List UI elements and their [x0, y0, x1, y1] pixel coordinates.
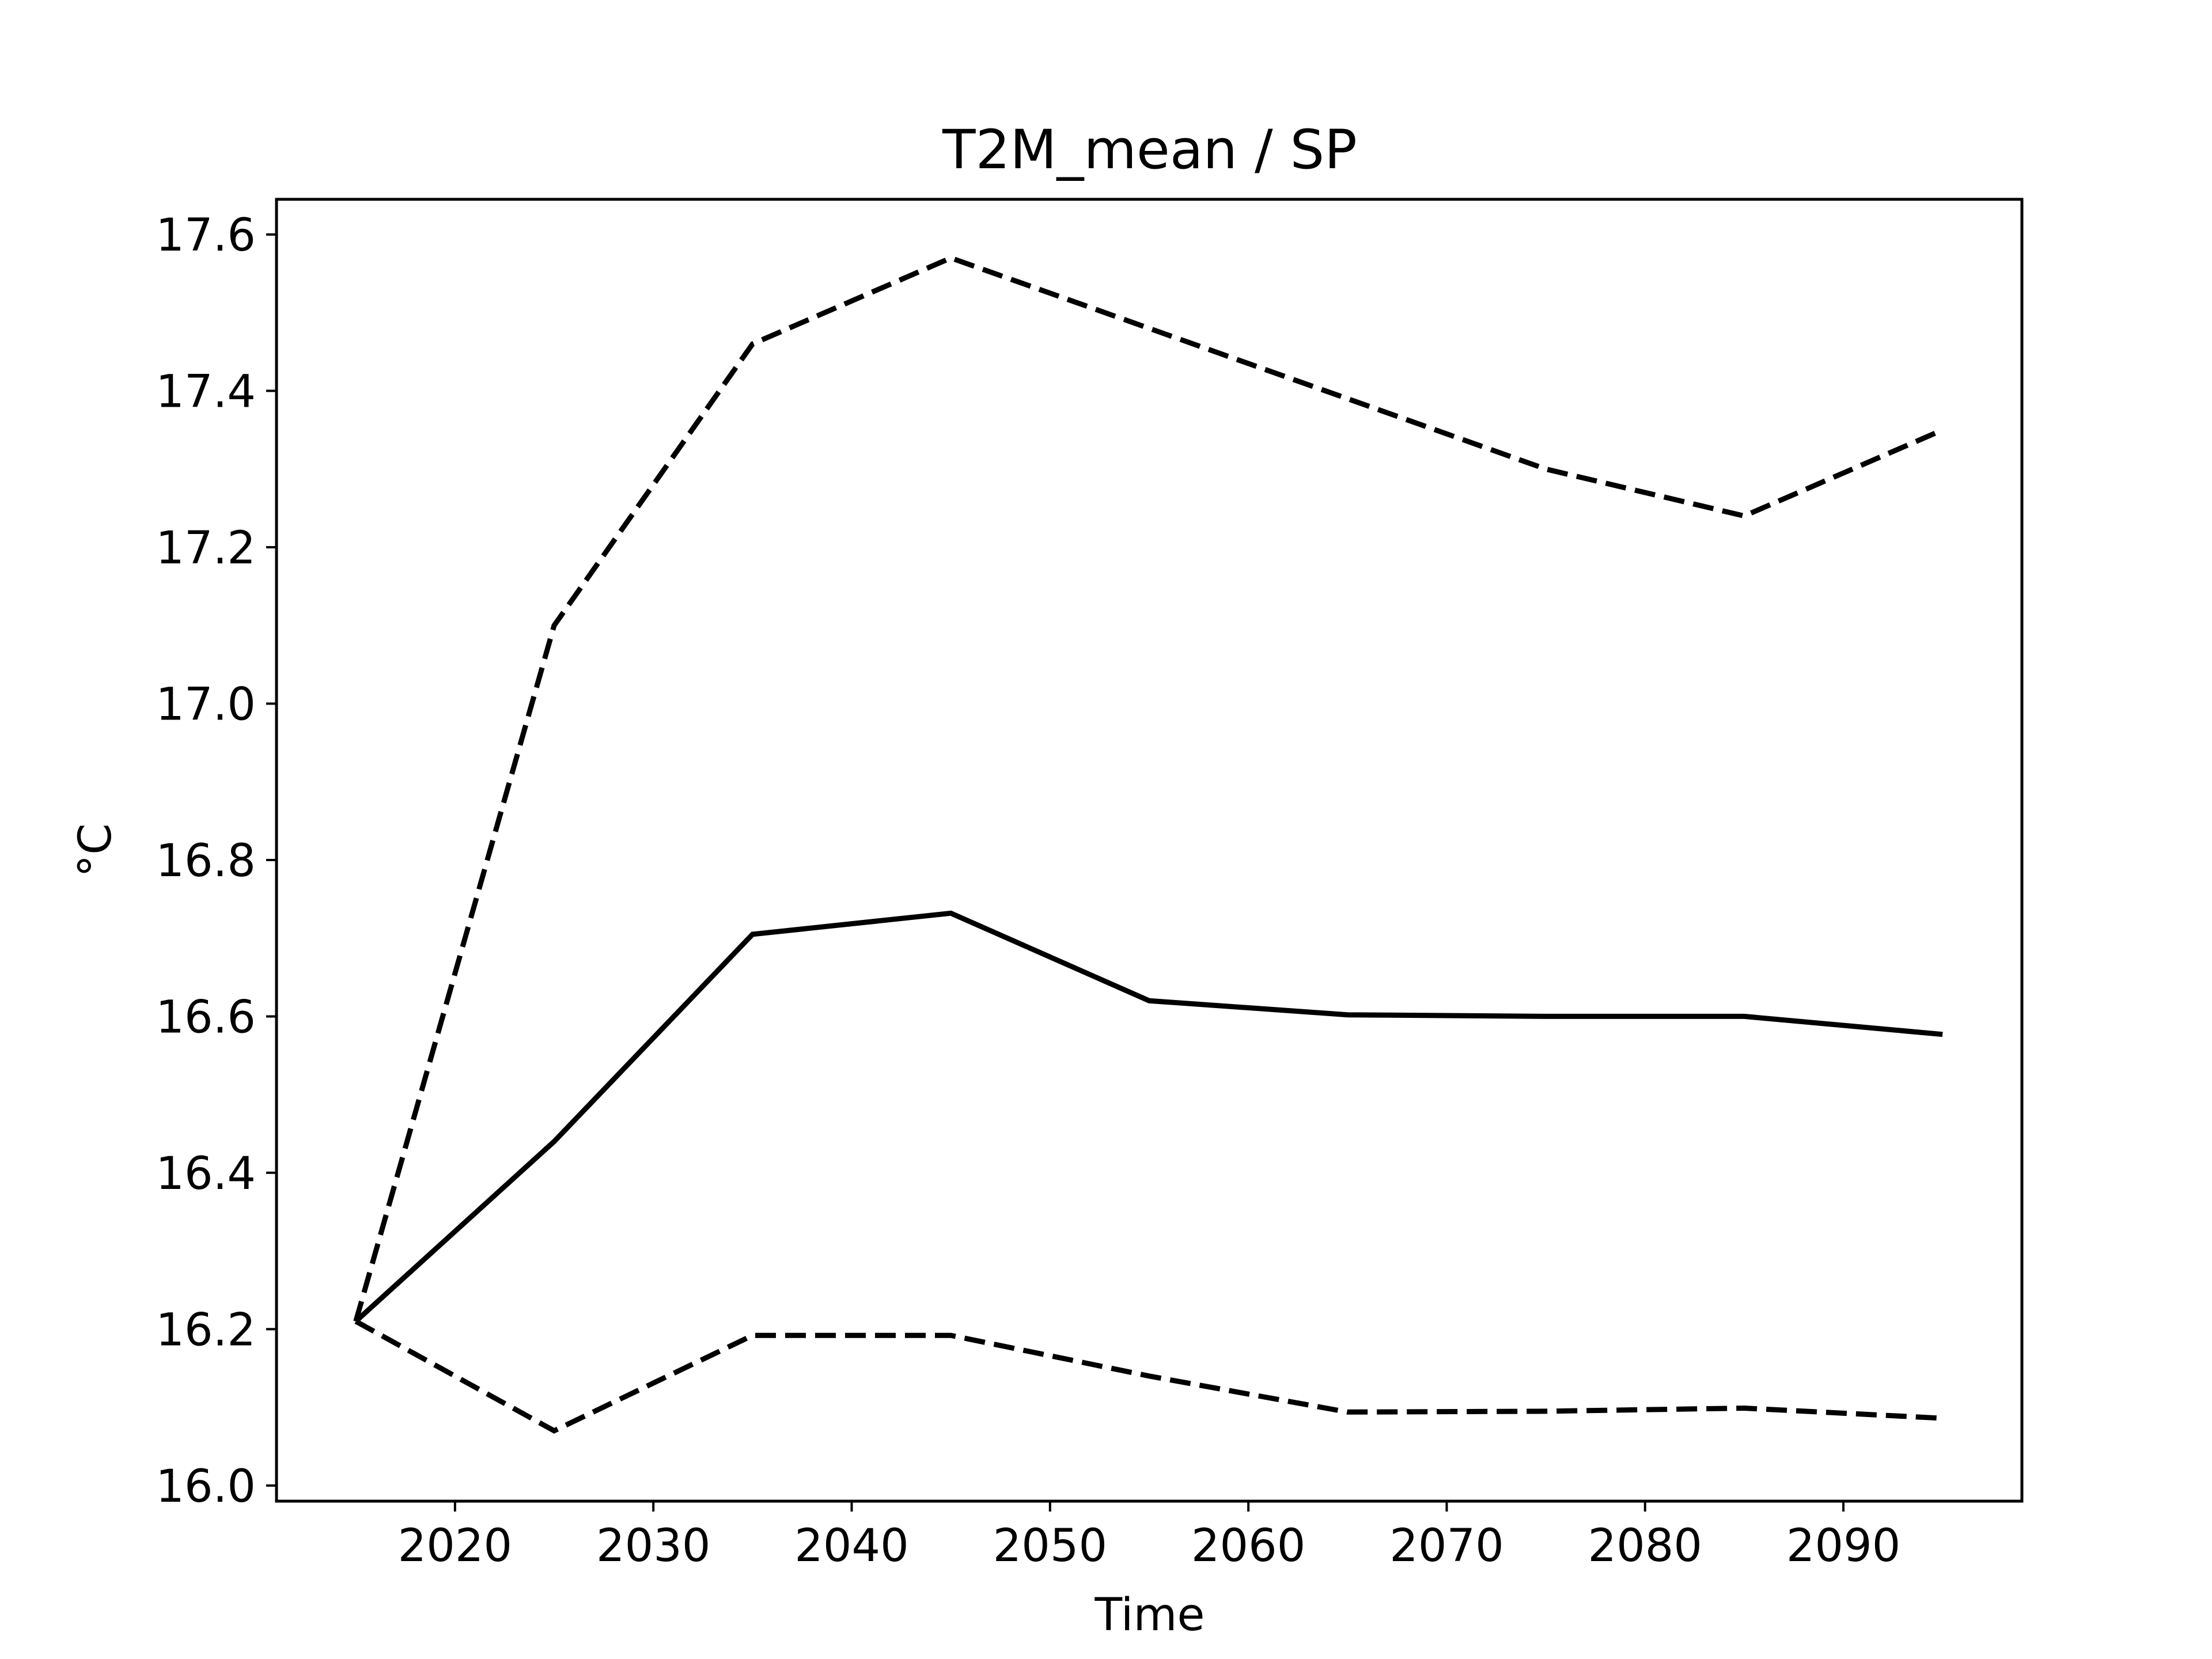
series-line-1: [354, 910, 1943, 1324]
x-tick-label: 2090: [1786, 1520, 1901, 1572]
series-line-3: [354, 1319, 1943, 1434]
x-tick-label: 2040: [794, 1520, 909, 1572]
x-tick-label: 2080: [1588, 1520, 1703, 1572]
x-tick-label: 2050: [993, 1520, 1108, 1572]
plot-area-frame: [275, 198, 2024, 1503]
y-tick-label: 17.6: [156, 210, 256, 262]
y-axis-ticks: 16.0 16.2 16.4 16.6 16.8 17.0 17.2 17.4 17.6: [156, 210, 276, 1513]
y-tick-label: 16.0: [156, 1461, 256, 1513]
y-tick-label: 17.0: [156, 679, 256, 730]
series-line-2: [353, 255, 1944, 1323]
x-axis-ticks: 2020 2030 2040 2050 2060 2070 2080 2090: [398, 1501, 1901, 1572]
chart-title: T2M_mean / SP: [942, 119, 1357, 181]
x-tick-label: 2070: [1389, 1520, 1504, 1572]
x-axis-label: Time: [1094, 1589, 1205, 1641]
x-tick-label: 2060: [1191, 1520, 1306, 1572]
series-layer: [353, 255, 1944, 1434]
y-tick-label: 16.4: [156, 1148, 256, 1200]
y-tick-label: 16.6: [156, 991, 256, 1043]
y-tick-label: 17.4: [156, 366, 256, 418]
y-tick-label: 16.2: [156, 1304, 256, 1356]
y-tick-label: 17.2: [156, 522, 256, 574]
x-tick-label: 2030: [596, 1520, 711, 1572]
x-tick-label: 2020: [398, 1520, 513, 1572]
y-axis-label: °C: [70, 823, 122, 877]
y-tick-label: 16.8: [156, 835, 256, 887]
